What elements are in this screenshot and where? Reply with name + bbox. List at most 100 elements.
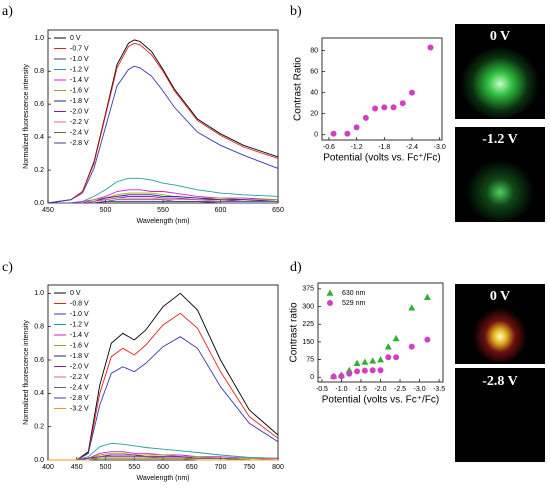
point (330, 130, 337, 137)
y-tick-label: 1.0 (34, 35, 44, 42)
x-tick-label: 550 (157, 207, 169, 214)
point (384, 343, 392, 350)
legend-label: -1.0 V (70, 56, 89, 63)
x-tick-label: 450 (42, 207, 54, 214)
x-tick-label: 550 (128, 464, 140, 471)
x-tick-label: 650 (272, 207, 284, 214)
legend-label: -1.6 V (70, 342, 89, 349)
x-axis-label: Potential (volts vs. Fc⁺/Fc) (322, 395, 440, 406)
legend-label: -1.2 V (70, 321, 89, 328)
legend-label: -1.4 V (70, 332, 89, 339)
point (344, 130, 351, 137)
x-tick-label: 650 (186, 464, 198, 471)
point (393, 354, 400, 361)
x-tick-label: -1.2 (351, 144, 363, 151)
y-tick-label: 0.4 (34, 134, 44, 141)
x-tick-label: -0.5 (316, 386, 328, 393)
y-tick-label: 60 (310, 68, 318, 75)
x-tick-label: 600 (157, 464, 169, 471)
x-tick-label: 750 (243, 464, 255, 471)
x-tick-label: -0.6 (323, 144, 335, 151)
point (427, 44, 434, 51)
y-tick-label: 0.0 (34, 457, 44, 464)
x-tick-label: -2.5 (394, 386, 406, 393)
photo (455, 368, 545, 462)
legend-label: -2.8 V (70, 395, 89, 402)
x-tick-label: -3.5 (433, 386, 445, 393)
x-tick-label: 700 (215, 464, 227, 471)
y-tick-label: 0.8 (34, 68, 44, 75)
x-tick-label: 800 (272, 464, 284, 471)
photo-label: -1.2 V (482, 132, 518, 147)
point (327, 300, 333, 306)
legend-label: -0.7 V (70, 45, 89, 52)
y-tick-label: 0.8 (34, 324, 44, 331)
legend-label: 529 nm (342, 300, 366, 307)
x-axis-label: Potential (volts vs. Fc⁺/Fc) (323, 153, 441, 164)
plot-frame (317, 282, 444, 383)
legend-label: -3.2 V (70, 405, 89, 412)
line-series (48, 442, 279, 461)
point (372, 105, 379, 112)
point (346, 370, 353, 377)
y-tick-label: 0.6 (34, 101, 44, 108)
point (326, 289, 334, 296)
line-series (48, 177, 279, 204)
legend-label: -1.4 V (70, 77, 89, 84)
y-tick-label: 300 (302, 303, 314, 310)
line-series (48, 192, 278, 204)
photo-label: 0 V (490, 29, 510, 44)
point (424, 336, 431, 343)
legend-label: -2.0 V (70, 108, 89, 115)
panel-label: d) (290, 260, 302, 275)
x-tick-label: -1.5 (355, 386, 367, 393)
point (369, 357, 377, 364)
y-tick-label: 1.0 (34, 290, 44, 297)
y-tick-label: 0.4 (34, 390, 44, 397)
y-tick-label: 0 (314, 132, 318, 139)
legend-label: -0.8 V (70, 300, 89, 307)
point (423, 293, 431, 300)
legend-label: 630 nm (342, 290, 366, 297)
photo-label: 0 V (490, 289, 510, 304)
legend-label: -1.8 V (70, 98, 89, 105)
x-tick-label: 500 (100, 464, 112, 471)
point (408, 304, 416, 311)
y-tick-label: 75 (306, 356, 314, 363)
point (377, 356, 384, 363)
y-tick-label: 0.2 (34, 167, 44, 174)
panel-label: c) (2, 260, 13, 275)
x-tick-label: -1.8 (378, 144, 390, 151)
point (385, 354, 392, 361)
point (361, 358, 369, 365)
panel-label: a) (2, 4, 13, 19)
x-tick-label: -3.0 (434, 144, 446, 151)
legend-label: -1.6 V (70, 87, 89, 94)
x-tick-label: 400 (42, 464, 54, 471)
line-series (48, 197, 278, 204)
x-tick-label: 500 (100, 207, 112, 214)
y-tick-label: 375 (302, 286, 314, 293)
line-series (48, 312, 279, 461)
y-axis-label: Contrast ratio (289, 302, 300, 362)
point (338, 373, 345, 380)
y-axis-label: Normalized fluorescence intensity (23, 64, 30, 169)
x-tick-label: -1.0 (335, 386, 347, 393)
x-tick-label: -2.0 (374, 386, 386, 393)
line-series (48, 336, 279, 461)
line-series (48, 457, 278, 461)
point (408, 343, 415, 350)
line-series (47, 65, 279, 204)
point (377, 367, 384, 374)
point (362, 114, 369, 121)
point (361, 367, 368, 374)
photo-label: -2.8 V (482, 374, 518, 389)
legend-label: -2.0 V (70, 363, 89, 370)
line-series (48, 200, 278, 204)
legend-label: -2.4 V (70, 129, 89, 136)
point (369, 367, 376, 374)
legend-label: 0 V (70, 290, 81, 297)
point (354, 368, 361, 375)
point (381, 104, 388, 111)
